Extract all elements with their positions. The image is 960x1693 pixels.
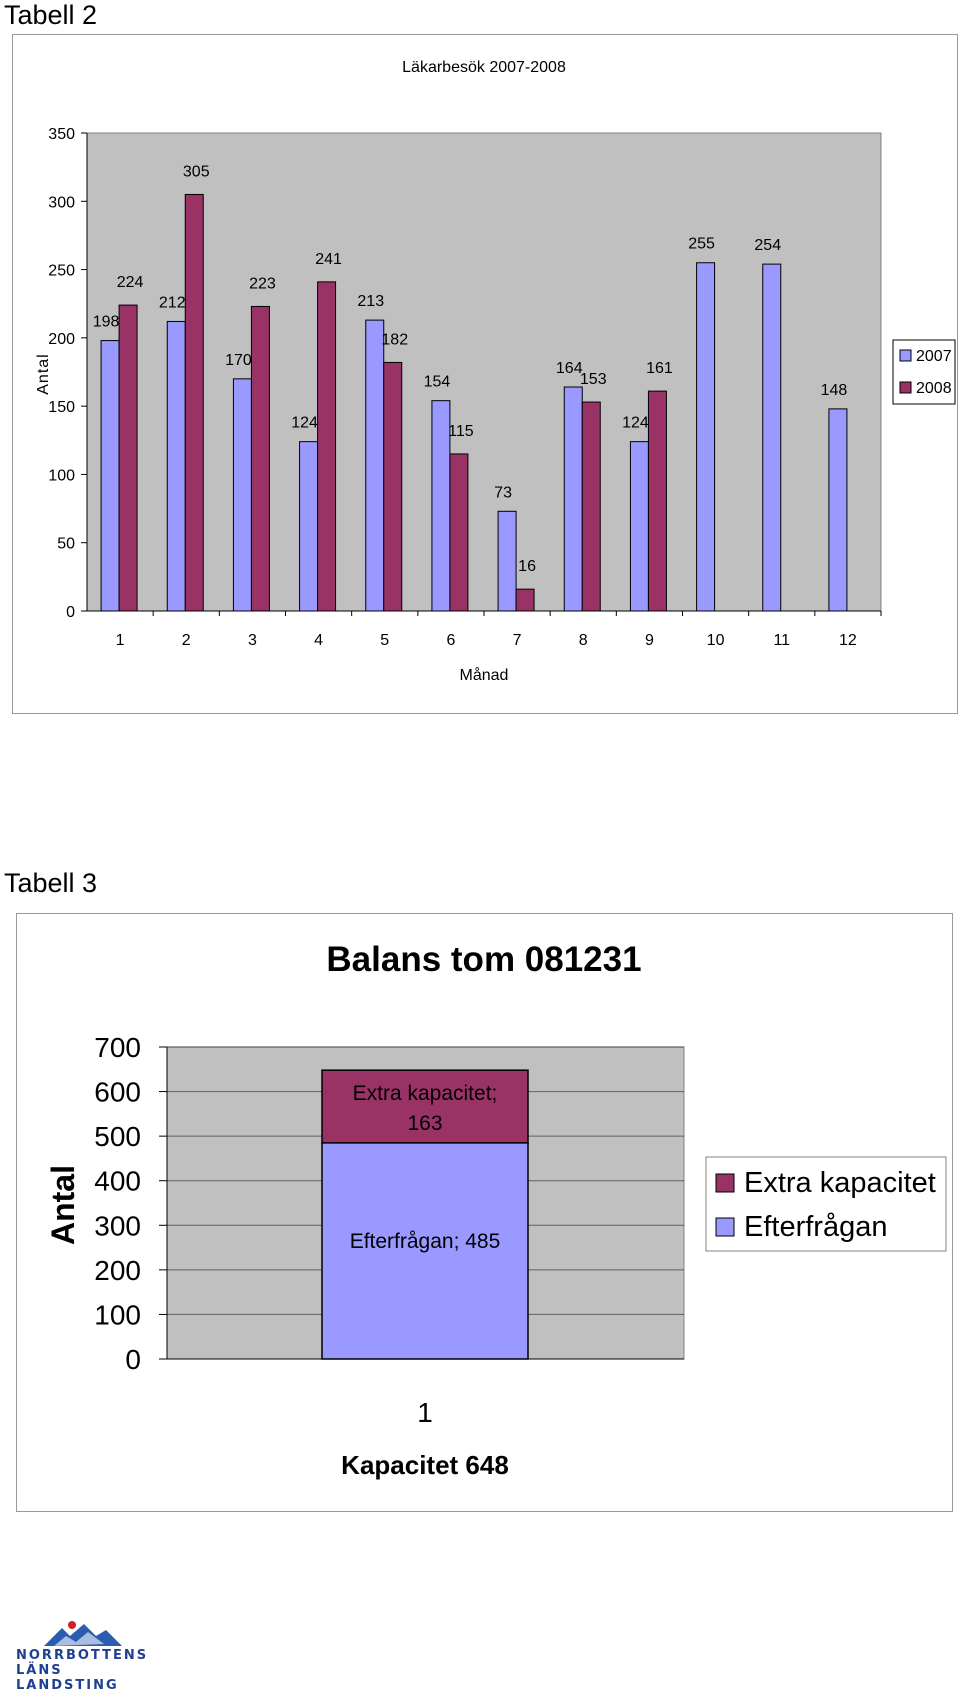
chart-title: Läkarbesök 2007-2008 <box>402 59 566 76</box>
y-tick-label: 100 <box>94 1299 141 1330</box>
x-tick-label: 1 <box>116 632 125 649</box>
bar-2008-3 <box>250 305 270 612</box>
logo-text-line1: NORRBOTTENS <box>16 1648 149 1663</box>
data-label-2007-6: 154 <box>424 374 451 391</box>
y-tick-label: 500 <box>94 1121 141 1152</box>
x-tick-label: 12 <box>839 632 857 649</box>
bar-2007-10 <box>696 262 716 612</box>
data-label-2008-3: 223 <box>249 275 276 292</box>
y-tick-label: 0 <box>66 604 75 621</box>
table-2-caption: Tabell 2 <box>4 0 98 30</box>
bar-2008-8 <box>581 401 601 612</box>
x-tick-label: 1 <box>417 1397 433 1428</box>
data-label-2007-9: 124 <box>622 415 649 432</box>
data-label-efterfragan: Efterfrågan; 485 <box>350 1230 501 1253</box>
bar-2008-1 <box>118 304 138 612</box>
bar-2008-6 <box>449 453 469 612</box>
logo-text-line2: LÄNS LANDSTING <box>16 1663 119 1693</box>
x-axis-label: Kapacitet 648 <box>341 1450 509 1480</box>
data-label-2007-5: 213 <box>357 293 384 310</box>
y-tick-label: 0 <box>125 1344 141 1375</box>
data-label-2008-2: 305 <box>183 163 210 180</box>
x-tick-label: 4 <box>314 632 323 649</box>
y-tick-label: 350 <box>48 126 75 143</box>
legend-label-1: Efterfrågan <box>744 1211 887 1243</box>
bar-Extra kapacitet <box>321 1069 529 1144</box>
legend-swatch-1 <box>715 1217 735 1237</box>
x-tick-label: 5 <box>380 632 389 649</box>
y-axis-label: Antal <box>35 353 52 394</box>
organization-logo: NORRBOTTENS LÄNS LANDSTING <box>14 1618 154 1693</box>
x-tick-label: 11 <box>773 632 790 649</box>
data-label-2008-8: 153 <box>580 371 607 388</box>
y-tick-label: 400 <box>94 1166 141 1197</box>
y-tick-label: 250 <box>48 263 75 280</box>
legend-label-2007: 2007 <box>916 348 952 365</box>
logo-mark-icon <box>44 1621 122 1646</box>
x-axis-label: Månad <box>460 666 509 684</box>
chart-balans: Balans tom 081231 0 100 200 300 400 500 600 700 A… <box>45 940 947 1480</box>
data-label-2008-7: 16 <box>518 558 536 575</box>
x-tick-label: 6 <box>446 632 455 649</box>
data-label-2008-6: 115 <box>448 423 474 440</box>
y-tick-label: 50 <box>57 536 75 553</box>
y-tick-label: 600 <box>94 1077 141 1108</box>
data-label-2008-9: 161 <box>646 360 673 377</box>
y-tick-label: 150 <box>48 399 75 416</box>
y-tick-label: 100 <box>48 467 75 484</box>
plot-area <box>86 132 882 612</box>
bar-2007-11 <box>762 263 782 612</box>
x-tick-label: 3 <box>248 632 257 649</box>
legend-swatch-2008 <box>899 381 912 394</box>
data-label-2007-3: 170 <box>225 352 252 369</box>
bar-2008-9 <box>647 390 667 612</box>
data-label-2007-10: 255 <box>688 236 715 253</box>
chart-lakarbesok: Läkarbesök 2007-200805010015020025030035… <box>35 59 956 684</box>
bar-2008-4 <box>317 281 337 612</box>
bar-2008-2 <box>184 193 204 612</box>
bar-2008-7 <box>515 588 535 612</box>
y-tick-label: 700 <box>94 1032 141 1063</box>
table-3-caption: Tabell 3 <box>4 868 98 898</box>
data-label-2007-11: 254 <box>754 237 781 254</box>
x-tick-label: 8 <box>579 632 588 649</box>
data-label-extra-line1: Extra kapacitet; <box>353 1082 498 1105</box>
legend-swatch-2007 <box>899 349 912 362</box>
legend-box <box>705 1156 947 1252</box>
y-tick-label: 300 <box>48 194 75 211</box>
data-label-2007-7: 73 <box>494 484 512 501</box>
data-label-2007-12: 148 <box>821 382 848 399</box>
data-label-2007-1: 198 <box>93 314 120 331</box>
y-tick-label: 300 <box>94 1210 141 1241</box>
y-tick-label: 200 <box>48 331 75 348</box>
legend-swatch-0 <box>715 1173 735 1193</box>
x-tick-label: 2 <box>182 632 191 649</box>
chart-title: Balans tom 081231 <box>326 940 641 979</box>
legend-label-2008: 2008 <box>916 380 952 397</box>
data-label-2008-1: 224 <box>117 274 144 291</box>
data-label-2007-8: 164 <box>556 360 583 377</box>
data-label-2008-4: 241 <box>315 251 342 268</box>
data-label-2007-4: 124 <box>291 415 318 432</box>
data-label-extra-line2: 163 <box>407 1112 442 1135</box>
data-label-2008-5: 182 <box>381 331 408 348</box>
bar-2007-12 <box>828 408 848 612</box>
bar-2008-5 <box>383 361 403 612</box>
x-tick-label: 10 <box>707 632 725 649</box>
y-axis-label: Antal <box>45 1165 81 1245</box>
x-tick-label: 9 <box>645 632 654 649</box>
bar-Efterfrågan <box>321 1142 529 1360</box>
x-tick-label: 7 <box>513 632 522 649</box>
data-label-2007-2: 212 <box>159 294 186 311</box>
legend-label-0: Extra kapacitet <box>744 1167 936 1199</box>
y-tick-label: 200 <box>94 1255 141 1286</box>
bar-2007-7 <box>497 510 517 612</box>
